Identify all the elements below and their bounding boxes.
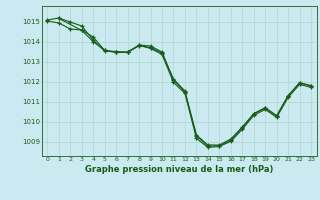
X-axis label: Graphe pression niveau de la mer (hPa): Graphe pression niveau de la mer (hPa): [85, 165, 273, 174]
